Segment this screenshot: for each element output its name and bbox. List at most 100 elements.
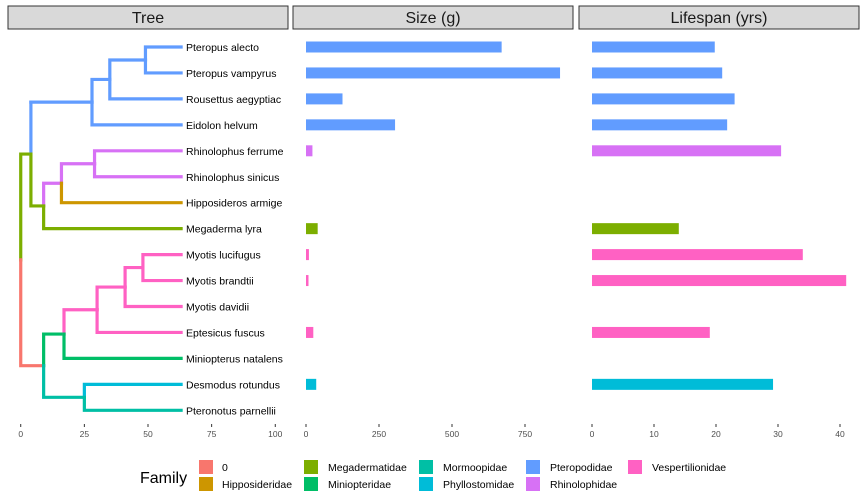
legend-swatch — [526, 460, 540, 474]
tree-branch — [143, 58, 183, 75]
legend-swatch — [304, 460, 318, 474]
legend-swatch — [199, 477, 213, 491]
tree-branch — [92, 162, 183, 179]
tip-label: Pteropus alecto — [186, 42, 259, 54]
tip-label: Eidolon helvum — [186, 120, 258, 132]
tip-label: Myotis lucifugus — [186, 250, 261, 262]
legend-swatch — [526, 477, 540, 491]
size-axis-tick-label: 0 — [304, 429, 309, 439]
size-axis-tick-label: 250 — [372, 429, 386, 439]
tree-branch — [62, 332, 183, 360]
lifespan-bar — [592, 41, 715, 53]
lifespan-axis-tick-label: 40 — [835, 429, 845, 439]
lifespan-axis-tick-label: 30 — [773, 429, 783, 439]
tree-branch — [82, 382, 183, 399]
legend-item-phyllostomidae: Phyllostomidae — [419, 477, 514, 491]
legend-item-hipposideridae: Hipposideridae — [199, 477, 292, 491]
legend-swatch — [419, 477, 433, 491]
tip-label: Rousettus aegyptiac — [186, 94, 281, 106]
panel-strip-lifespan: Lifespan (yrs) — [578, 5, 860, 30]
tip-label: Rhinolophus ferrume — [186, 146, 284, 158]
size-bar — [306, 275, 309, 287]
panel-title-tree: Tree — [132, 10, 164, 27]
size-bar — [306, 249, 309, 261]
tree-branch — [42, 364, 86, 399]
legend-item-megadermatidae: Megadermatidae — [304, 460, 407, 474]
lifespan-bar — [592, 119, 728, 131]
panel-title-size: Size (g) — [405, 10, 460, 27]
tree-branch — [95, 308, 183, 335]
legend-label: Megadermatidae — [328, 462, 407, 474]
legend-label: Vespertilionidae — [652, 462, 726, 474]
tree-branch — [90, 100, 183, 127]
tree-axis-tick-label: 25 — [80, 429, 90, 439]
tip-labels: Pteropus alecto Pteropus vampyrus Rousettu… — [186, 42, 284, 417]
tree-branch — [123, 265, 145, 289]
legend-item-0: 0 — [199, 460, 228, 474]
size-bar — [306, 145, 313, 157]
tree-branch — [42, 204, 183, 231]
size-axis-tick-label: 750 — [518, 429, 532, 439]
tree-branch — [141, 265, 183, 283]
tree-branch — [143, 45, 183, 62]
size-axis-tick-label: 500 — [445, 429, 459, 439]
tree-panel — [19, 45, 183, 412]
tree-branch — [90, 77, 112, 104]
legend-swatch — [419, 460, 433, 474]
legend-label: 0 — [222, 462, 228, 474]
tip-label: Hipposideros armige — [186, 198, 282, 210]
tree-branch — [108, 58, 148, 82]
legend: Family 0 Hipposideridae Megadermatidae M… — [140, 460, 726, 491]
tree-axis-tick-label: 50 — [143, 429, 153, 439]
panel-strip-size: Size (g) — [292, 5, 574, 30]
tip-label: Rhinolophus sinicus — [186, 172, 279, 184]
tip-label: Eptesicus fuscus — [186, 327, 265, 339]
size-bar — [306, 223, 318, 235]
lifespan-bar — [592, 249, 803, 261]
legend-item-pteropodidae: Pteropodidae — [526, 460, 613, 474]
lifespan-bar — [592, 67, 723, 79]
lifespan-bar — [592, 378, 774, 390]
tree-branch — [59, 181, 183, 205]
legend-label: Rhinolophidae — [550, 479, 617, 491]
size-bar — [306, 326, 314, 338]
legend-swatch — [199, 460, 213, 474]
lifespan-bar — [592, 145, 782, 157]
tip-label: Myotis davidii — [186, 302, 249, 314]
tree-axis-tick-label: 100 — [268, 429, 282, 439]
tree-branch — [62, 308, 99, 336]
legend-label: Hipposideridae — [222, 479, 292, 491]
size-bar — [306, 119, 396, 131]
tree-branch — [108, 77, 183, 101]
size-bar — [306, 378, 317, 390]
tree-branch — [19, 258, 46, 368]
tip-label: Pteronotus parnellii — [186, 405, 276, 417]
legend-item-miniopteridae: Miniopteridae — [304, 477, 391, 491]
legend-item-vespertilionidae: Vespertilionidae — [628, 460, 726, 474]
tip-label: Megaderma lyra — [186, 224, 262, 236]
legend-label: Mormoopidae — [443, 462, 507, 474]
panel-strip-tree: Tree — [7, 5, 289, 30]
legend-title: Family — [140, 470, 187, 487]
tree-branch — [95, 285, 127, 312]
lifespan-axis-tick-label: 20 — [711, 429, 721, 439]
tip-label: Myotis brandtii — [186, 276, 254, 288]
tree-branch — [59, 162, 97, 185]
tree-branch — [123, 285, 183, 309]
tree-branch — [141, 253, 183, 270]
tree-branch — [42, 332, 66, 368]
size-bar — [306, 41, 502, 53]
legend-item-rhinolophidae: Rhinolophidae — [526, 477, 617, 491]
legend-item-mormoopidae: Mormoopidae — [419, 460, 507, 474]
legend-swatch — [304, 477, 318, 491]
tree-branch — [92, 149, 183, 166]
legend-label: Phyllostomidae — [443, 479, 514, 491]
legend-label: Pteropodidae — [550, 462, 613, 474]
legend-label: Miniopteridae — [328, 479, 391, 491]
panel-title-lifespan: Lifespan (yrs) — [671, 10, 768, 27]
tree-axis-tick-label: 0 — [18, 429, 23, 439]
tree-branch — [42, 181, 64, 208]
lifespan-axis-tick-label: 0 — [590, 429, 595, 439]
tree-branch — [82, 395, 183, 412]
